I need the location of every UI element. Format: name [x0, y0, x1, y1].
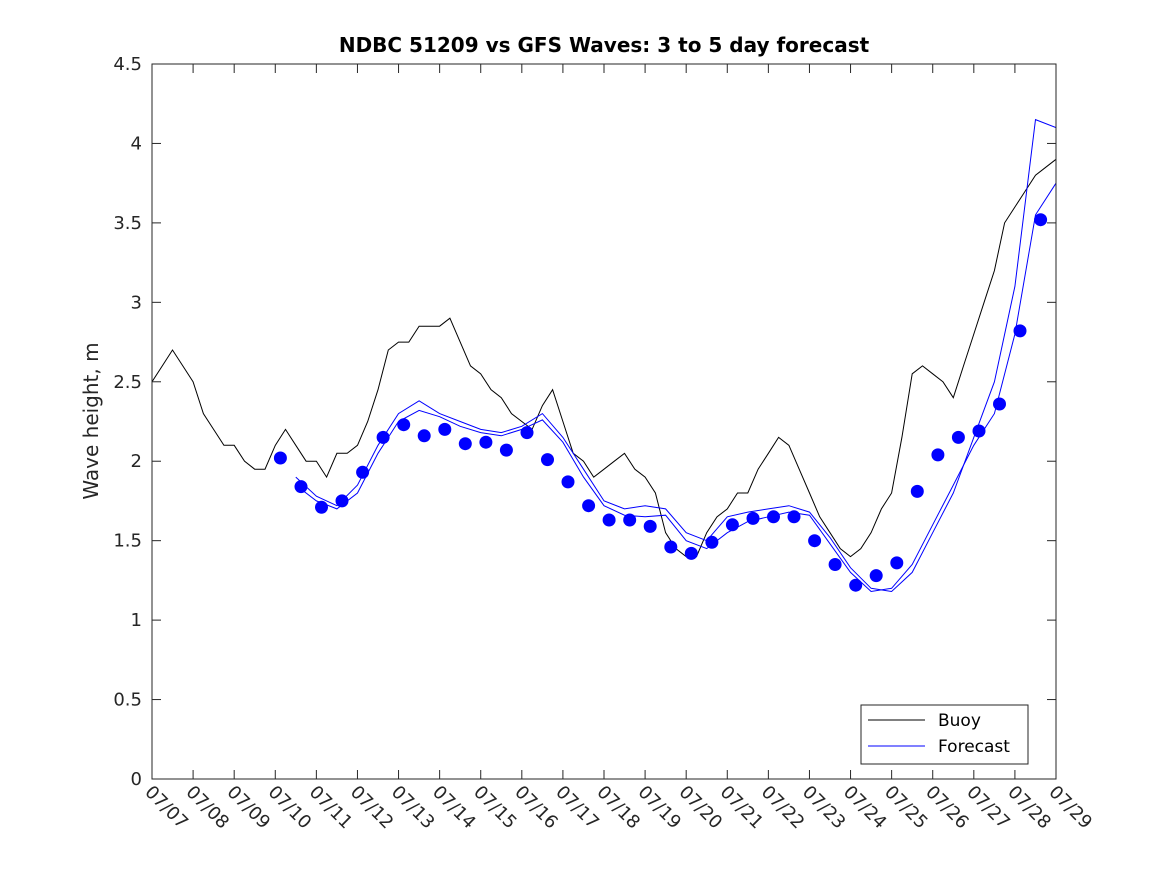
forecast-point	[1034, 213, 1048, 227]
data-layer	[151, 118, 1057, 593]
forecast-point	[561, 475, 575, 489]
forecast-point	[664, 540, 678, 554]
forecast-point	[582, 499, 596, 513]
series-line-3	[295, 118, 1057, 593]
y-axis-ticks: 0 0.5 1 1.5 2 2.5 3 3.5 4 4.5	[113, 54, 1056, 790]
forecast-point	[273, 451, 287, 465]
legend: Buoy Forecast	[860, 704, 1029, 765]
forecast-point	[438, 422, 452, 436]
y-tick-label: 0.5	[113, 690, 142, 711]
forecast-point	[520, 426, 534, 440]
plot-area	[152, 64, 1056, 779]
y-tick-label: 1.5	[113, 531, 142, 552]
forecast-point	[972, 424, 986, 438]
y-tick-label: 0	[131, 769, 142, 790]
forecast-point	[541, 453, 554, 467]
y-tick-label: 3	[131, 292, 142, 313]
forecast-point	[356, 465, 370, 479]
forecast-point	[315, 500, 328, 514]
forecast-point	[294, 480, 308, 494]
forecast-point	[787, 510, 801, 524]
forecast-point	[890, 556, 904, 570]
chart-title: NDBC 51209 vs GFS Waves: 3 to 5 day fore…	[339, 33, 870, 57]
legend-label-forecast: Forecast	[938, 737, 1010, 757]
forecast-point	[828, 558, 842, 571]
forecast-point	[643, 519, 657, 533]
forecast-point	[499, 443, 513, 457]
y-tick-label: 4.5	[113, 54, 142, 75]
forecast-point	[931, 448, 945, 462]
forecast-point	[869, 569, 883, 583]
forecast-point	[623, 513, 637, 527]
forecast-point	[705, 535, 719, 549]
forecast-point	[767, 510, 780, 524]
series-line-0	[151, 158, 1057, 558]
y-tick-label: 3.5	[113, 213, 142, 234]
forecast-point	[376, 430, 390, 444]
y-tick-label: 4	[131, 133, 142, 154]
y-tick-label: 2	[131, 451, 142, 472]
legend-label-buoy: Buoy	[938, 711, 981, 731]
forecast-point	[602, 513, 616, 527]
forecast-point	[746, 511, 760, 525]
forecast-point	[335, 494, 349, 508]
forecast-point	[910, 484, 924, 498]
series-line-2	[295, 182, 1057, 593]
forecast-point	[808, 534, 822, 548]
forecast-point	[725, 518, 739, 532]
forecast-point	[951, 430, 965, 444]
legend-box	[860, 704, 1029, 765]
forecast-point	[684, 546, 698, 560]
forecast-point	[458, 437, 472, 451]
forecast-point	[849, 578, 863, 592]
forecast-point	[417, 429, 431, 443]
y-tick-label: 2.5	[113, 372, 142, 393]
y-axis-label: Wave height, m	[79, 342, 103, 499]
forecast-point	[1013, 324, 1027, 338]
forecast-point	[993, 397, 1006, 411]
y-tick-label: 1	[131, 610, 142, 631]
forecast-point	[397, 418, 411, 432]
forecast-point	[479, 435, 493, 449]
